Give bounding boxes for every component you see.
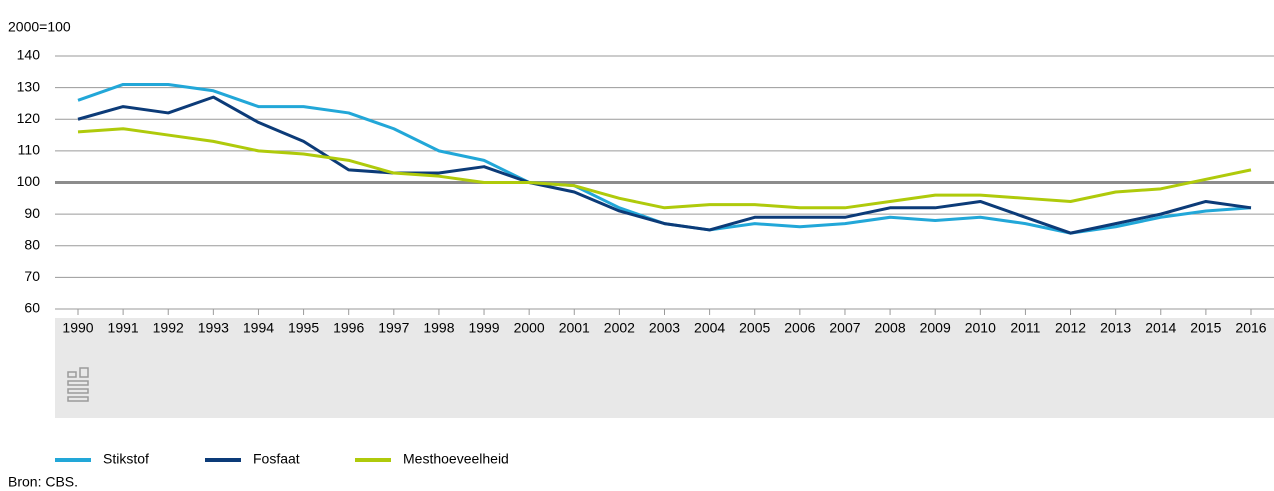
x-tick-label: 1996 bbox=[333, 320, 364, 336]
y-tick-label: 70 bbox=[24, 268, 40, 284]
x-tick-label: 2009 bbox=[920, 320, 951, 336]
y-tick-label: 80 bbox=[24, 236, 40, 252]
x-tick-label: 1991 bbox=[108, 320, 139, 336]
y-axis-label: 2000=100 bbox=[8, 19, 71, 35]
x-tick-label: 2012 bbox=[1055, 320, 1086, 336]
cbs-logo bbox=[67, 367, 89, 402]
y-tick-label: 140 bbox=[17, 47, 41, 63]
x-tick-label: 1997 bbox=[378, 320, 409, 336]
x-tick-label: 2007 bbox=[829, 320, 860, 336]
x-tick-label: 1993 bbox=[198, 320, 229, 336]
series-line bbox=[77, 82, 1252, 235]
legend-label: Fosfaat bbox=[253, 451, 300, 467]
x-tick-label: 2008 bbox=[874, 320, 905, 336]
y-tick-label: 130 bbox=[17, 78, 41, 94]
series-line bbox=[77, 95, 1252, 235]
x-tick-label: 2002 bbox=[604, 320, 635, 336]
y-tick-label: 90 bbox=[24, 205, 40, 221]
x-tick-label: 2001 bbox=[559, 320, 590, 336]
legend-label: Stikstof bbox=[103, 451, 149, 467]
x-tick-label: 2016 bbox=[1235, 320, 1266, 336]
x-tick-label: 2000 bbox=[514, 320, 545, 336]
x-tick-label: 2004 bbox=[694, 320, 725, 336]
y-tick-label: 120 bbox=[17, 110, 41, 126]
legend-label: Mesthoeveelheid bbox=[403, 451, 509, 467]
x-tick-label: 1990 bbox=[62, 320, 93, 336]
x-tick-label: 2006 bbox=[784, 320, 815, 336]
x-tick-label: 1994 bbox=[243, 320, 274, 336]
x-tick-label: 2003 bbox=[649, 320, 680, 336]
x-tick-label: 2015 bbox=[1190, 320, 1221, 336]
x-tick-label: 1999 bbox=[468, 320, 499, 336]
x-axis-band bbox=[55, 318, 1274, 418]
series-line bbox=[77, 127, 1252, 210]
x-tick-label: 2005 bbox=[739, 320, 770, 336]
x-tick-label: 1995 bbox=[288, 320, 319, 336]
x-tick-label: 2013 bbox=[1100, 320, 1131, 336]
x-tick-label: 1998 bbox=[423, 320, 454, 336]
y-tick-label: 110 bbox=[18, 142, 41, 158]
y-tick-label: 100 bbox=[17, 173, 41, 189]
x-tick-label: 2010 bbox=[965, 320, 996, 336]
x-tick-label: 2014 bbox=[1145, 320, 1176, 336]
source: Bron: CBS. bbox=[8, 474, 78, 490]
y-tick-label: 60 bbox=[24, 300, 40, 316]
x-tick-label: 1992 bbox=[153, 320, 184, 336]
x-tick-label: 2011 bbox=[1010, 320, 1040, 336]
